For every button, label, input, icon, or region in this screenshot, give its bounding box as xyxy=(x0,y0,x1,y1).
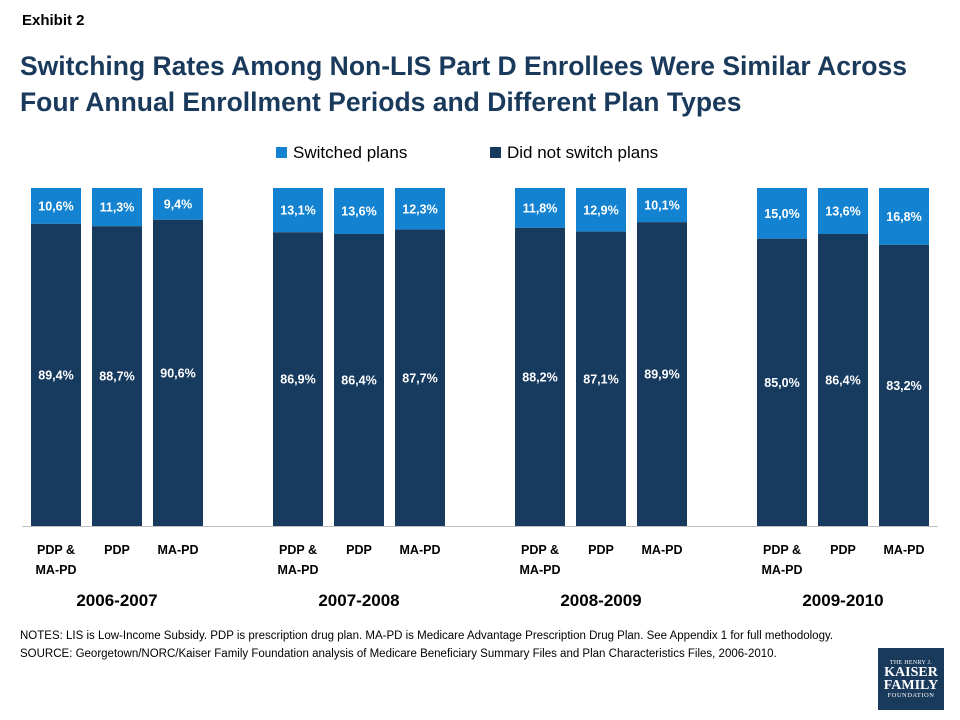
data-label-not-switched: 86,4% xyxy=(825,373,860,387)
data-label-not-switched: 89,9% xyxy=(644,368,679,382)
bar-not-switched xyxy=(637,222,687,526)
source-text: SOURCE: Georgetown/NORC/Kaiser Family Fo… xyxy=(20,647,777,660)
bar-not-switched xyxy=(395,229,445,526)
logo-line-2b: FAMILY xyxy=(883,677,939,693)
logo-line-1: THE HENRY J. xyxy=(889,659,933,666)
data-label-not-switched: 83,2% xyxy=(886,379,921,393)
bar-switched xyxy=(637,188,687,223)
bar-not-switched xyxy=(31,223,81,526)
bar-switched xyxy=(31,188,81,224)
bar-switched xyxy=(879,188,929,245)
bar-switched xyxy=(757,188,807,239)
bar-not-switched xyxy=(818,233,868,526)
category-tick-label: MA-PD xyxy=(158,543,199,557)
category-tick-label: PDP xyxy=(830,543,856,557)
data-label-not-switched: 86,4% xyxy=(341,373,376,387)
category-tick-label: MA-PD xyxy=(762,563,803,577)
bar-switched xyxy=(576,188,626,232)
bar-switched xyxy=(515,188,565,228)
category-tick-label: PDP xyxy=(588,543,614,557)
bar-not-switched xyxy=(515,227,565,526)
category-tick-label: MA-PD xyxy=(520,563,561,577)
notes-text: NOTES: LIS is Low-Income Subsidy. PDP is… xyxy=(20,630,834,642)
category-tick-label: MA-PD xyxy=(278,563,319,577)
bar-switched xyxy=(395,188,445,230)
stacked-bar-chart: Switched plans Did not switch plans 10,6% 8… xyxy=(22,143,938,610)
data-label-not-switched: 90,6% xyxy=(160,366,195,380)
data-label-not-switched: 88,2% xyxy=(522,370,557,384)
category-tick-label: MA-PD xyxy=(400,543,441,557)
bar-switched xyxy=(273,188,323,233)
data-label-switched: 13,6% xyxy=(341,204,376,218)
exhibit-label: Exhibit 2 xyxy=(22,12,85,29)
bar-not-switched xyxy=(879,244,929,526)
category-tick-label: PDP xyxy=(346,543,372,557)
legend-swatch-not-switched xyxy=(490,147,501,158)
category-tick-label: PDP & xyxy=(279,543,317,557)
category-tick-label: PDP & xyxy=(521,543,559,557)
kff-logo: THE HENRY J. KAISER FAMILY FOUNDATION xyxy=(878,648,944,710)
bar-not-switched xyxy=(757,238,807,526)
bar-not-switched xyxy=(334,233,384,526)
period-label: 2006-2007 xyxy=(76,591,157,610)
category-tick-label: MA-PD xyxy=(884,543,925,557)
bar-not-switched xyxy=(153,219,203,526)
period-label: 2008-2009 xyxy=(560,591,641,610)
bar-not-switched xyxy=(92,226,142,526)
data-label-not-switched: 86,9% xyxy=(280,373,315,387)
category-tick-label: PDP & xyxy=(763,543,801,557)
data-label-switched: 10,6% xyxy=(38,199,73,213)
data-label-switched: 12,9% xyxy=(583,203,618,217)
legend-label-not-switched: Did not switch plans xyxy=(507,143,658,162)
bar-not-switched xyxy=(576,231,626,526)
data-label-switched: 10,1% xyxy=(644,199,679,213)
data-label-not-switched: 88,7% xyxy=(99,370,134,384)
notes-block: NOTES: LIS is Low-Income Subsidy. PDP is… xyxy=(20,628,870,663)
data-label-switched: 13,6% xyxy=(825,204,860,218)
chart-title: Switching Rates Among Non-LIS Part D Enr… xyxy=(20,51,907,117)
data-label-not-switched: 87,7% xyxy=(402,371,437,385)
bar-switched xyxy=(334,188,384,234)
legend-swatch-switched xyxy=(276,147,287,158)
data-label-not-switched: 89,4% xyxy=(38,368,73,382)
category-tick-label: MA-PD xyxy=(36,563,77,577)
bar-not-switched xyxy=(273,232,323,526)
bar-switched xyxy=(153,188,203,220)
period-label: 2009-2010 xyxy=(802,591,883,610)
category-tick-label: PDP & xyxy=(37,543,75,557)
data-label-switched: 11,8% xyxy=(523,201,558,215)
data-label-switched: 16,8% xyxy=(886,210,921,224)
data-label-not-switched: 85,0% xyxy=(764,376,799,390)
legend-label-switched: Switched plans xyxy=(293,143,407,162)
logo-line-2a: KAISER xyxy=(884,664,938,680)
data-label-switched: 9,4% xyxy=(164,197,193,211)
logo-line-3: FOUNDATION xyxy=(887,691,935,699)
category-tick-label: MA-PD xyxy=(642,543,683,557)
category-tick-label: PDP xyxy=(104,543,130,557)
data-label-switched: 12,3% xyxy=(402,202,437,216)
bar-switched xyxy=(818,188,868,234)
bar-switched xyxy=(92,188,142,227)
data-label-not-switched: 87,1% xyxy=(583,372,618,386)
period-label: 2007-2008 xyxy=(318,591,399,610)
data-label-switched: 11,3% xyxy=(100,201,135,215)
data-label-switched: 13,1% xyxy=(280,204,315,218)
data-label-switched: 15,0% xyxy=(764,207,799,221)
